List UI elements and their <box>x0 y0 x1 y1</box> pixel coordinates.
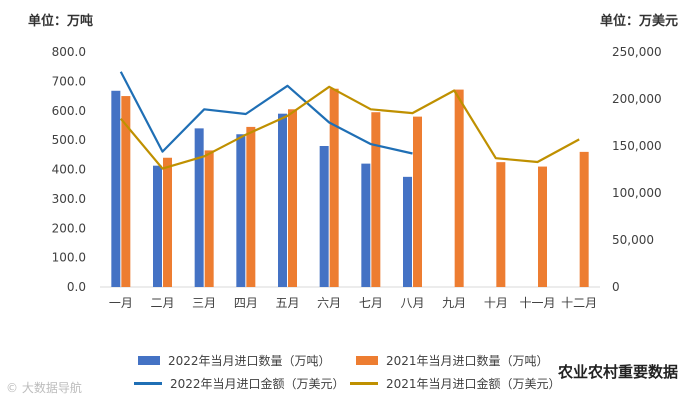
x-axis-tick-label: 十一月 <box>519 296 555 310</box>
x-axis-tick-label: 四月 <box>234 296 258 310</box>
bar-2021-quantity <box>288 109 297 287</box>
left-axis-tick-label: 600.0 <box>52 104 86 118</box>
legend-swatch <box>350 382 378 385</box>
right-axis-tick-label: 50,000 <box>612 233 654 247</box>
legend-label: 2022年当月进口数量（万吨） <box>168 354 331 368</box>
line-2022-amount <box>119 71 413 155</box>
x-axis-tick-label: 一月 <box>109 296 133 310</box>
bar-2021-quantity <box>371 112 381 287</box>
left-axis-tick-label: 800.0 <box>52 45 86 59</box>
left-axis-tick-label: 0.0 <box>67 280 86 294</box>
watermark-left: © 大数据导航 <box>6 381 82 395</box>
bar-2022-quantity <box>403 176 412 287</box>
line-2021-amount <box>119 85 580 170</box>
legend-item-2022-amount: 2022年当月进口金额（万美元） <box>134 375 345 392</box>
right-axis-tick-label: 250,000 <box>612 45 662 59</box>
right-axis-tick-label: 0 <box>612 280 620 294</box>
bar-2021-quantity <box>579 151 589 287</box>
legend-item-2021-amount: 2021年当月进口金额（万美元） <box>350 375 561 392</box>
bar-2022-quantity <box>236 134 246 287</box>
left-axis-tick-label: 200.0 <box>52 221 86 235</box>
legend-swatch <box>356 356 378 365</box>
x-axis-tick-label: 七月 <box>359 296 383 310</box>
right-axis-tick-label: 200,000 <box>612 92 662 106</box>
bar-2021-quantity <box>413 116 422 287</box>
bar-2021-quantity <box>329 88 339 287</box>
left-axis-tick-label: 500.0 <box>52 133 86 147</box>
x-axis-tick-label: 五月 <box>275 296 299 310</box>
legend-label: 2021年当月进口数量（万吨） <box>386 354 549 368</box>
bar-2021-quantity <box>204 150 214 287</box>
bar-2021-quantity <box>246 126 256 287</box>
x-axis-tick-label: 十二月 <box>561 296 597 310</box>
bar-2021-quantity <box>121 96 131 287</box>
left-axis-tick-label: 400.0 <box>52 163 86 177</box>
watermark-right: 农业农村重要数据 <box>557 363 678 381</box>
bar-2022-quantity <box>153 165 162 287</box>
legend-label: 2021年当月进口金额（万美元） <box>386 377 561 391</box>
bar-2021-quantity <box>163 157 172 287</box>
legend-label: 2022年当月进口金额（万美元） <box>170 377 345 391</box>
left-axis-unit: 单位：万吨 <box>28 14 94 29</box>
bar-2022-quantity <box>111 90 121 288</box>
legend-item-2022-quantity: 2022年当月进口数量（万吨） <box>138 352 331 369</box>
bar-2021-quantity <box>454 89 464 287</box>
right-axis-tick-label: 150,000 <box>612 139 662 153</box>
left-axis-tick-label: 100.0 <box>52 251 86 265</box>
right-axis-unit: 单位：万美元 <box>599 14 678 29</box>
right-axis-tick-label: 100,000 <box>612 186 662 200</box>
bar-2022-quantity <box>361 163 371 287</box>
bar-2021-quantity <box>538 166 547 287</box>
legend-swatch <box>138 356 160 365</box>
x-axis-tick-label: 六月 <box>317 296 341 310</box>
x-axis-tick-label: 三月 <box>192 296 216 310</box>
left-axis-tick-label: 300.0 <box>52 192 86 206</box>
x-axis-tick-label: 二月 <box>150 296 174 310</box>
bar-2022-quantity <box>194 128 204 287</box>
left-axis-tick-label: 700.0 <box>52 74 86 88</box>
x-axis-tick-label: 九月 <box>442 296 466 310</box>
x-axis-tick-label: 八月 <box>400 296 424 310</box>
legend-item-2021-quantity: 2021年当月进口数量（万吨） <box>356 352 549 369</box>
x-axis-tick-label: 十月 <box>484 296 508 310</box>
bar-2022-quantity <box>319 146 329 287</box>
bar-2022-quantity <box>278 113 287 287</box>
legend-swatch <box>134 382 162 385</box>
bar-2021-quantity <box>496 162 506 287</box>
